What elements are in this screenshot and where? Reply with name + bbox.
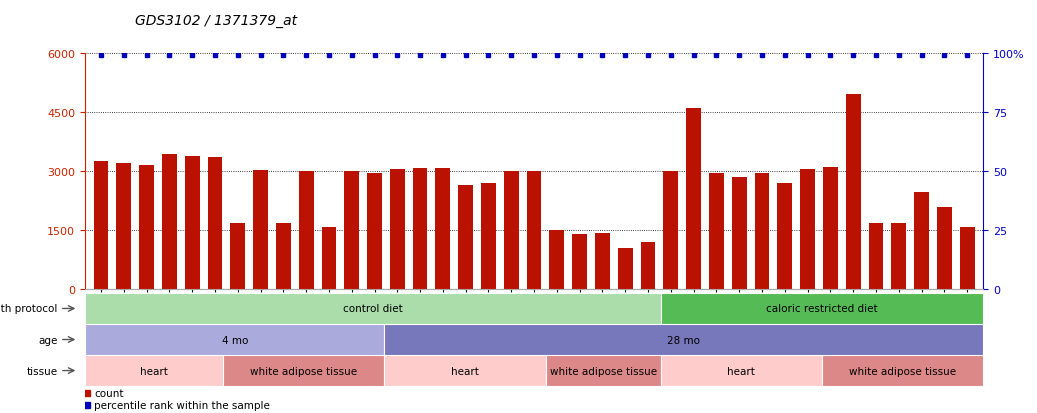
Text: white adipose tissue: white adipose tissue bbox=[250, 366, 358, 376]
Bar bbox=[367, 173, 382, 289]
Bar bbox=[276, 223, 290, 289]
Bar bbox=[385, 324, 983, 355]
Bar bbox=[185, 157, 199, 289]
Bar bbox=[661, 355, 822, 386]
Bar bbox=[686, 109, 701, 289]
Bar bbox=[732, 177, 747, 289]
Bar bbox=[709, 173, 724, 289]
Bar bbox=[661, 293, 983, 324]
Bar bbox=[618, 248, 633, 289]
Bar bbox=[207, 158, 222, 289]
Bar bbox=[85, 293, 661, 324]
Text: age: age bbox=[38, 335, 57, 345]
Bar bbox=[344, 171, 359, 289]
Bar bbox=[801, 169, 815, 289]
Bar bbox=[869, 223, 884, 289]
Text: heart: heart bbox=[451, 366, 479, 376]
Bar bbox=[85, 324, 385, 355]
Text: white adipose tissue: white adipose tissue bbox=[849, 366, 956, 376]
Bar bbox=[436, 168, 450, 289]
Text: caloric restricted diet: caloric restricted diet bbox=[766, 304, 877, 314]
Bar bbox=[936, 207, 952, 289]
Text: 28 mo: 28 mo bbox=[667, 335, 700, 345]
Bar bbox=[458, 185, 473, 289]
Bar bbox=[299, 171, 313, 289]
Bar bbox=[572, 234, 587, 289]
Bar bbox=[413, 168, 427, 289]
Bar bbox=[755, 173, 769, 289]
Text: heart: heart bbox=[727, 366, 755, 376]
Bar bbox=[822, 355, 983, 386]
Bar bbox=[846, 95, 861, 289]
Bar bbox=[385, 355, 545, 386]
Bar bbox=[595, 233, 610, 289]
Bar bbox=[823, 168, 838, 289]
Bar bbox=[915, 193, 929, 289]
Bar bbox=[162, 154, 176, 289]
Bar bbox=[230, 223, 245, 289]
Bar bbox=[116, 164, 132, 289]
Bar bbox=[93, 161, 109, 289]
Bar bbox=[527, 171, 541, 289]
Bar bbox=[778, 183, 792, 289]
Text: growth protocol: growth protocol bbox=[0, 304, 57, 314]
Text: heart: heart bbox=[140, 366, 168, 376]
Bar bbox=[641, 242, 655, 289]
Bar bbox=[550, 230, 564, 289]
Text: GDS3102 / 1371379_at: GDS3102 / 1371379_at bbox=[135, 14, 297, 28]
Text: control diet: control diet bbox=[343, 304, 402, 314]
Bar bbox=[253, 171, 268, 289]
Bar bbox=[139, 166, 153, 289]
Bar bbox=[959, 228, 975, 289]
Text: percentile rank within the sample: percentile rank within the sample bbox=[94, 400, 270, 410]
Bar bbox=[892, 223, 906, 289]
Bar bbox=[664, 171, 678, 289]
Text: count: count bbox=[94, 388, 123, 398]
Bar bbox=[85, 355, 223, 386]
Text: tissue: tissue bbox=[26, 366, 57, 376]
Text: white adipose tissue: white adipose tissue bbox=[550, 366, 656, 376]
Bar bbox=[321, 227, 336, 289]
Bar bbox=[545, 355, 661, 386]
Text: 4 mo: 4 mo bbox=[222, 335, 248, 345]
Bar bbox=[390, 169, 404, 289]
Bar bbox=[481, 183, 496, 289]
Bar bbox=[223, 355, 385, 386]
Bar bbox=[504, 171, 518, 289]
